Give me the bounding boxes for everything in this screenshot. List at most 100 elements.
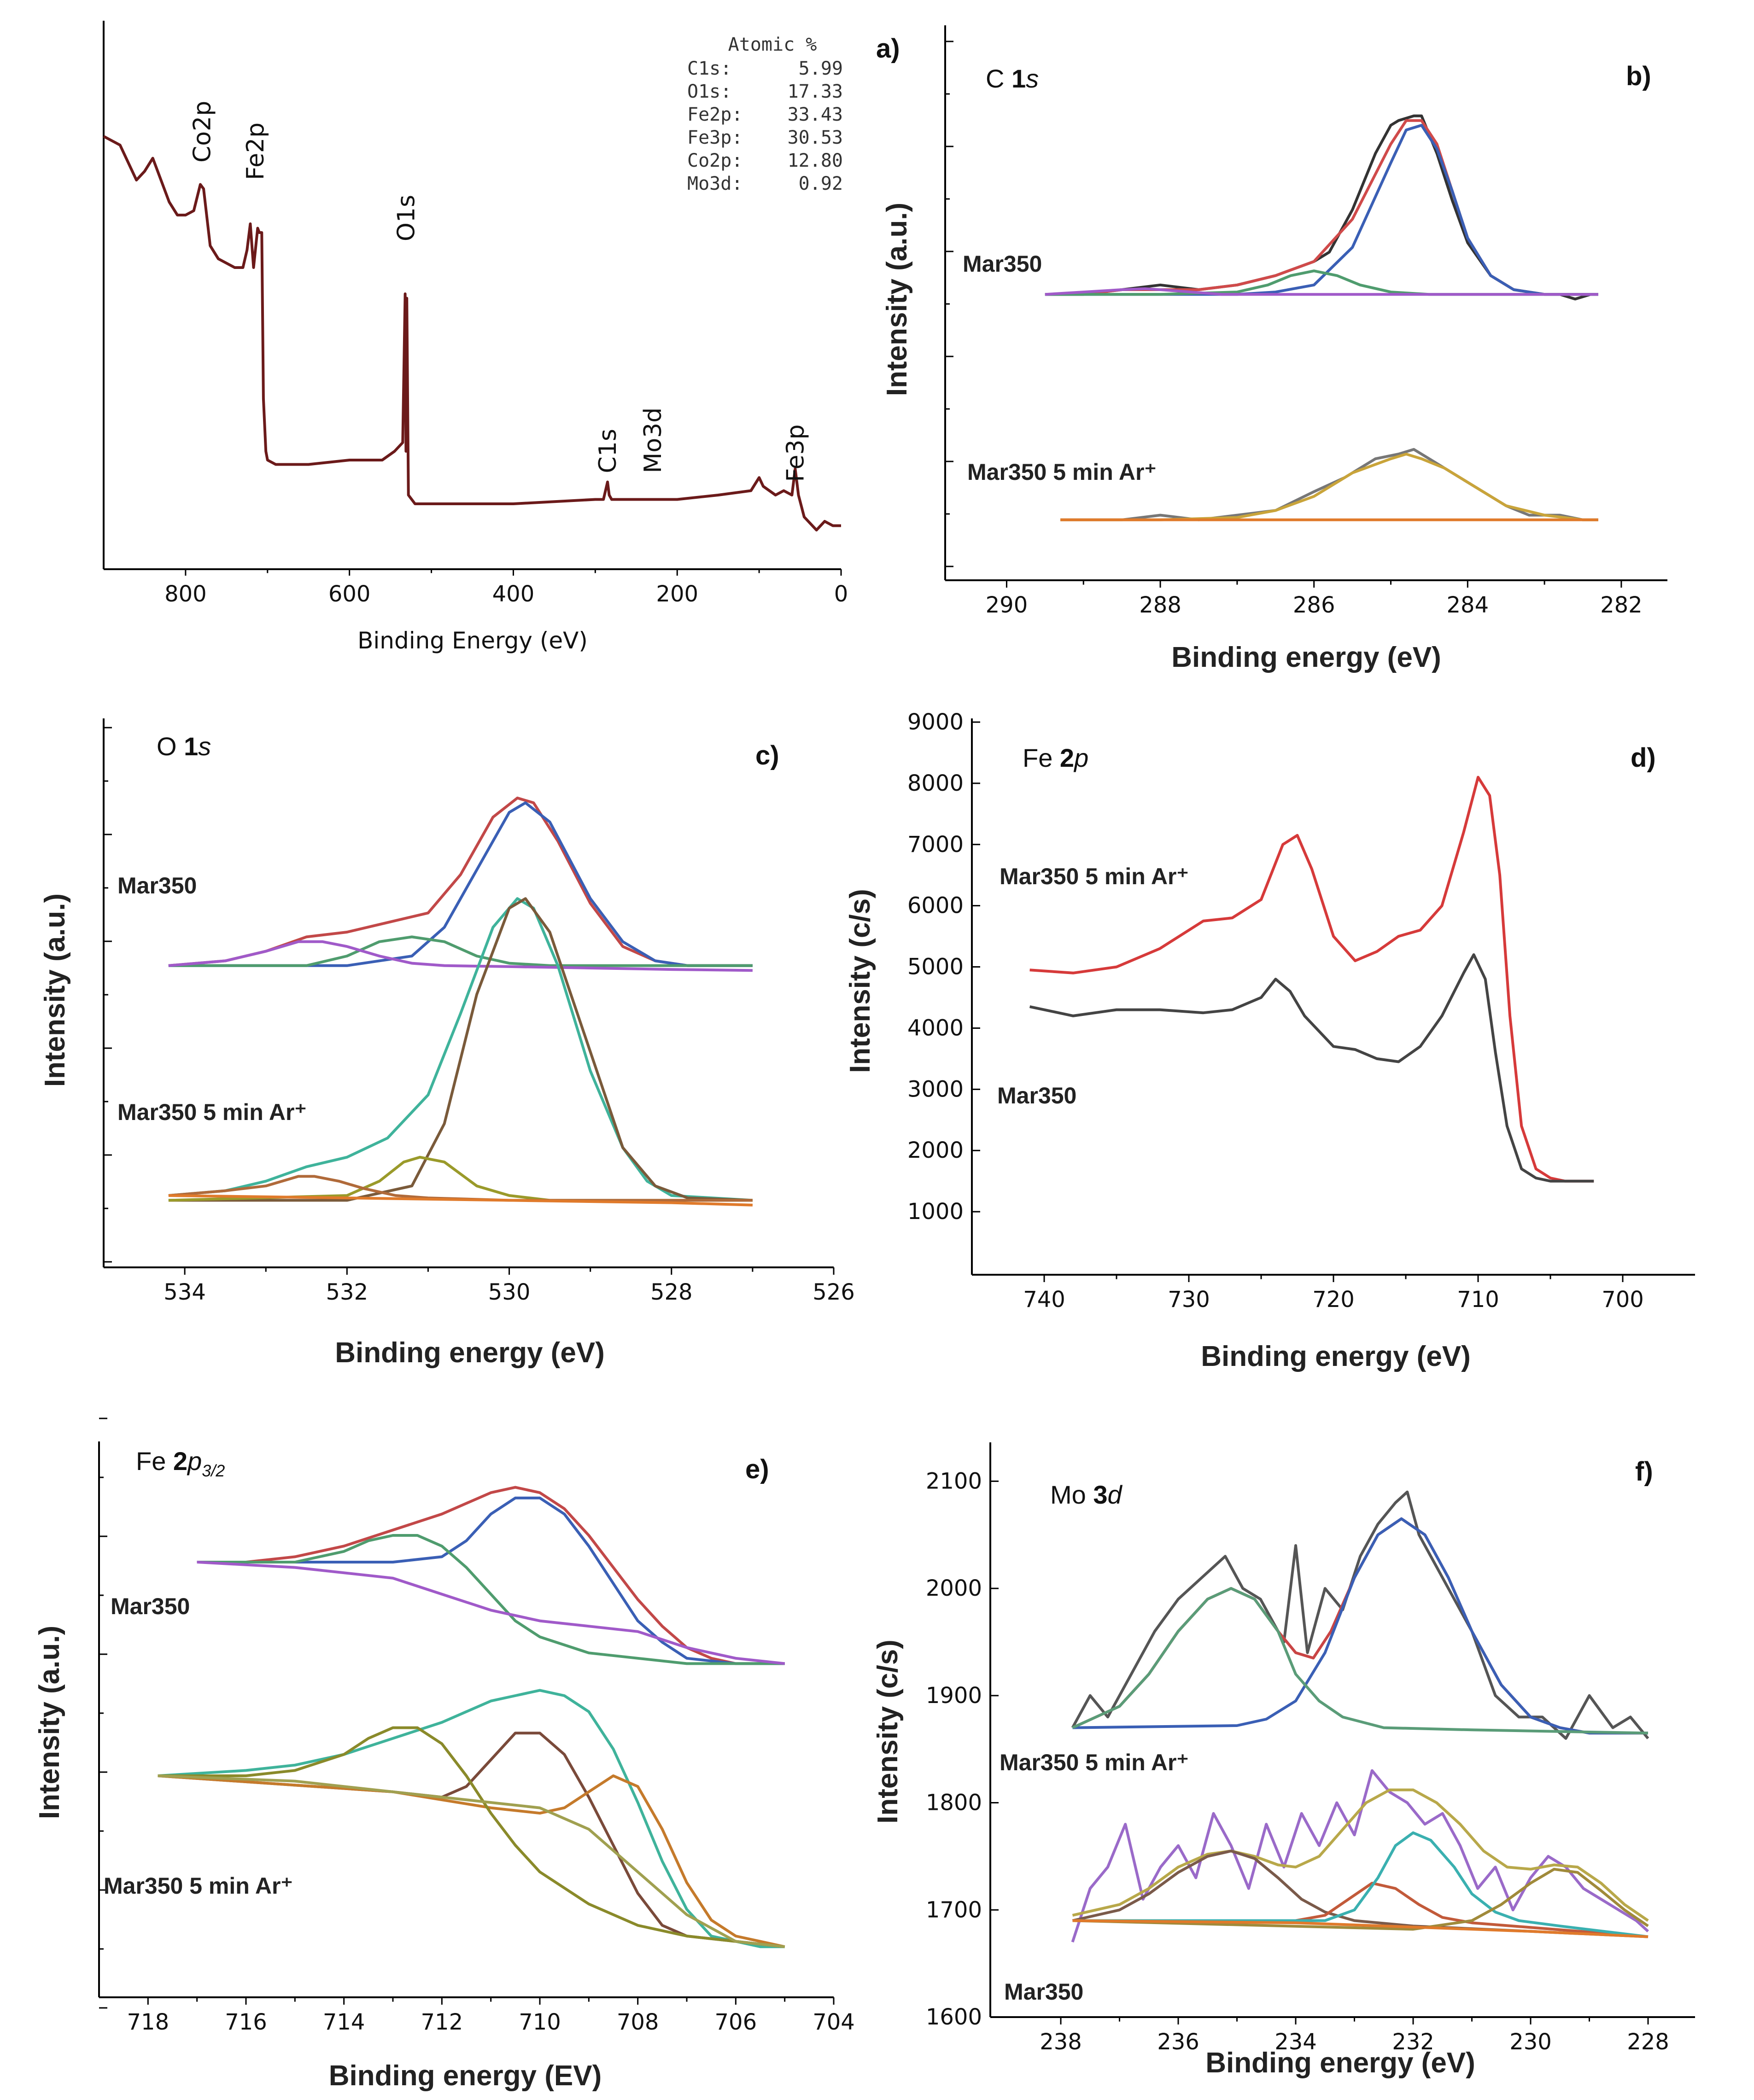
survey-peak-label: C1s — [594, 429, 622, 473]
mo3d-y-tick-label: 1800 — [926, 1790, 982, 1816]
atomic-val: 17.33 — [788, 81, 843, 102]
mo3d-x-tick-label: 232 — [1392, 2029, 1434, 2055]
c1s-x-tick-label: 290 — [986, 592, 1028, 618]
survey-peak-label: Mo3d — [639, 408, 667, 473]
mo3d-y-tick-label: 2100 — [926, 1468, 982, 1494]
mo3d-curves — [1071, 1490, 1649, 1943]
fe2p32-series-0 — [197, 1486, 785, 1665]
mo3d-series-7 — [1072, 1882, 1649, 1938]
o1s-sample-label-2: Mar350 5 min Ar⁺ — [117, 1099, 307, 1125]
fe2p-y-ticks: 1000 2000 3000 4000 5000 6000 7000 8000 9000 — [907, 709, 980, 1225]
fe2p32-x-ticks: 718 716 714 712 710 708 706 704 — [127, 1997, 855, 2035]
panel-label-a: a) — [876, 34, 900, 64]
o1s-series-3 — [168, 940, 753, 972]
atomic-table: Atomic % C1s: 5.99 O1s: 17.33 Fe2p: 33.4… — [687, 34, 843, 194]
fe2p-title: Fe 2p — [1023, 743, 1088, 772]
survey-x-tick-label: 600 — [328, 581, 371, 607]
mo3d-series-10 — [1072, 1919, 1649, 1938]
panel-label-e: e) — [745, 1454, 769, 1484]
fe2p-y-tick-label: 5000 — [907, 954, 964, 980]
o1s-series-4 — [168, 897, 753, 1202]
panel-label-d: d) — [1631, 743, 1656, 773]
o1s-series-0 — [168, 796, 753, 967]
fe2p32-curves — [158, 1486, 785, 1948]
c1s-x-ticks: 290 288 286 284 282 — [986, 580, 1643, 618]
mo3d-y-tick-label: 1700 — [926, 1897, 982, 1923]
o1s-y-ticks — [104, 727, 112, 1263]
mo3d-x-ticks: 238 236 234 232 230 228 — [1040, 2017, 1669, 2055]
panel-label-c: c) — [755, 741, 779, 770]
o1s-x-label: Binding energy (eV) — [335, 1337, 605, 1369]
fe2p-x-ticks: 740 730 720 710 700 — [1023, 1275, 1644, 1312]
c1s-y-ticks — [945, 41, 953, 567]
mo3d-y-tick-label: 1900 — [926, 1683, 982, 1709]
survey-x-tick-label: 200 — [656, 581, 698, 607]
fe2p-series-1 — [1029, 953, 1594, 1183]
mo3d-x-tick-label: 228 — [1627, 2029, 1669, 2055]
fe2p32-series-3 — [197, 1561, 785, 1665]
survey-peak-label: Fe2p — [242, 122, 269, 180]
c1s-x-label: Binding energy (eV) — [1171, 642, 1441, 673]
atomic-title: Atomic % — [728, 34, 817, 55]
fe2p32-sample-label-2: Mar350 5 min Ar⁺ — [104, 1873, 293, 1899]
fe2p-y-tick-label: 2000 — [907, 1138, 964, 1163]
c1s-x-tick-label: 282 — [1600, 592, 1643, 618]
o1s-series-8 — [168, 1194, 753, 1207]
fe2p-y-tick-label: 3000 — [907, 1076, 964, 1102]
mo3d-series-9 — [1072, 1867, 1649, 1931]
fe2p32-y-label: Intensity (a.u.) — [34, 1626, 65, 1819]
survey-x-tick-label: 800 — [164, 581, 207, 607]
o1s-x-tick-label: 526 — [813, 1279, 855, 1305]
fe2p-y-tick-label: 7000 — [907, 832, 964, 858]
c1s-sample-label-1: Mar350 — [963, 251, 1042, 277]
atomic-val: 33.43 — [788, 104, 843, 125]
panel-fe2p32: 718 716 714 712 710 708 706 704 Fe 2p3/2 e) Mar… — [34, 1418, 855, 2092]
atomic-el: C1s: — [687, 58, 731, 79]
survey-peak-label: Fe3p — [782, 424, 809, 482]
o1s-series-2 — [168, 935, 753, 967]
c1s-series-4 — [1045, 287, 1598, 296]
mo3d-x-label: Binding energy (eV) — [1205, 2047, 1475, 2079]
mo3d-y-tick-label: 2000 — [926, 1575, 982, 1601]
mo3d-x-tick-label: 236 — [1157, 2029, 1199, 2055]
mo3d-y-label: Intensity (c/s) — [872, 1639, 904, 1824]
panel-label-b: b) — [1626, 61, 1651, 91]
panel-fe2p: 1000 2000 3000 4000 5000 6000 7000 8000 9000 740… — [844, 709, 1695, 1372]
o1s-y-label: Intensity (a.u.) — [39, 893, 71, 1087]
survey-peak-labels: Co2p Fe2p O1s C1s Mo3d Fe3p — [188, 101, 809, 482]
fe2p-y-tick-label: 8000 — [907, 770, 964, 796]
fe2p32-x-tick-label: 718 — [127, 2009, 170, 2035]
panel-c1s: a) 290 288 286 284 282 C 1s b) Mar350 Mar350… — [876, 25, 1667, 673]
mo3d-title: Mo 3d — [1050, 1480, 1123, 1509]
fe2p-x-tick-label: 700 — [1602, 1287, 1644, 1312]
panel-label-f: f) — [1635, 1457, 1653, 1487]
fe2p-sample-label-2: Mar350 — [997, 1083, 1076, 1108]
fe2p32-x-label: Binding energy (EV) — [329, 2060, 602, 2092]
survey-x-tick-label: 0 — [834, 581, 848, 607]
mo3d-series-2 — [1072, 1517, 1648, 1735]
o1s-series-6 — [168, 1155, 753, 1202]
fe2p-x-label: Binding energy (eV) — [1201, 1341, 1471, 1372]
o1s-series-5 — [168, 897, 753, 1202]
mo3d-series-8 — [1072, 1831, 1649, 1938]
o1s-title: O 1s — [157, 732, 211, 761]
mo3d-series-0 — [1071, 1490, 1649, 1740]
mo3d-x-tick-label: 238 — [1040, 2029, 1082, 2055]
fe2p-y-tick-label: 9000 — [907, 709, 964, 735]
survey-x-ticks: 800 600 400 200 0 — [164, 569, 848, 607]
fe2p32-series-8 — [158, 1774, 785, 1948]
survey-x-tick-label: 400 — [492, 581, 535, 607]
fe2p-series-0 — [1029, 776, 1594, 1183]
panel-mo3d: 1600 1700 1800 1900 2000 2100 238 236 234 232 230… — [872, 1442, 1695, 2079]
fe2p32-series-4 — [158, 1689, 785, 1948]
o1s-curves — [168, 796, 753, 1207]
fe2p32-title: Fe 2p3/2 — [136, 1447, 225, 1480]
atomic-el: O1s: — [687, 81, 731, 102]
c1s-series-2 — [1045, 124, 1598, 296]
atomic-val: 30.53 — [788, 127, 843, 148]
fe2p-y-tick-label: 4000 — [907, 1015, 964, 1041]
fe2p-y-label: Intensity (c/s) — [844, 889, 876, 1073]
mo3d-series-4 — [1071, 1769, 1649, 1943]
fe2p32-series-1 — [197, 1496, 785, 1665]
